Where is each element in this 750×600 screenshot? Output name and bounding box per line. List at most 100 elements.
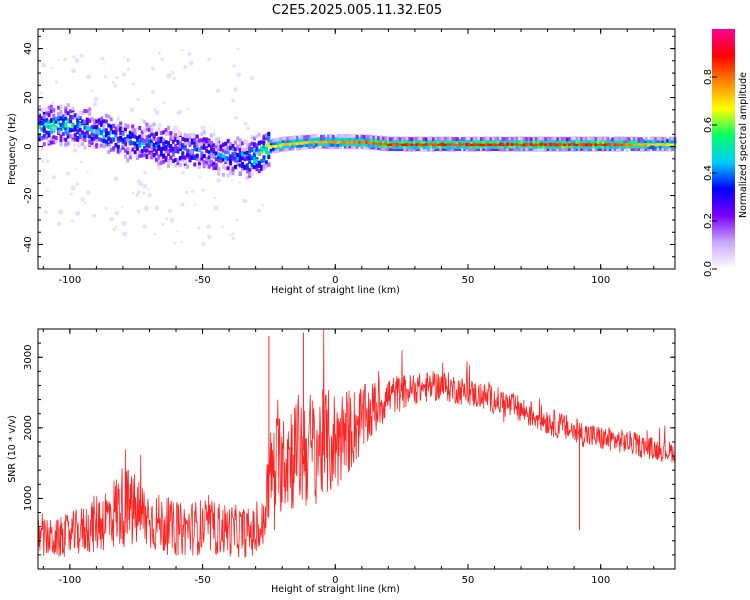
heatmap-cell [171, 152, 175, 157]
heatmap-cell [331, 142, 335, 147]
heatmap-cell [468, 136, 471, 141]
heatmap-cell [104, 133, 108, 138]
heatmap-cell [116, 116, 120, 121]
heatmap-cell [109, 137, 113, 142]
heatmap-cell [147, 127, 151, 132]
heatmap-cell [468, 139, 471, 143]
heatmap-cell [243, 157, 247, 162]
x-tick-label: 50 [462, 275, 475, 286]
heatmap-cell [310, 144, 314, 149]
heatmap-cell [248, 153, 252, 158]
heatmap-cell [582, 136, 586, 141]
heatmap-speckle [151, 138, 155, 142]
x-tick-label: 100 [591, 275, 610, 286]
heatmap-cell [92, 118, 96, 123]
heatmap-cell [229, 161, 233, 166]
heatmap-cell [374, 138, 378, 143]
heatmap-cell [157, 139, 161, 144]
heatmap-cell [324, 144, 328, 149]
heatmap-cell [570, 141, 574, 146]
heatmap-speckle [46, 159, 50, 163]
heatmap-cell [157, 127, 161, 132]
heatmap-cell [262, 155, 266, 160]
heatmap-cell [315, 142, 319, 147]
heatmap-cell [386, 139, 390, 144]
heatmap-cell [95, 135, 99, 140]
heatmap-cell [422, 145, 426, 150]
heatmap-speckle [71, 68, 76, 74]
heatmap-cell [255, 143, 259, 148]
heatmap-cell [413, 139, 416, 144]
heatmap-cell [635, 144, 639, 149]
heatmap-speckle [114, 211, 120, 216]
heatmap-cell [155, 131, 158, 136]
heatmap-cell [334, 145, 338, 149]
heatmap-cell [210, 133, 213, 138]
heatmap-cell [241, 156, 244, 161]
heatmap-cell [448, 147, 452, 152]
heatmap-cell [253, 148, 256, 153]
heatmap-cell [582, 142, 586, 147]
heatmap-speckle [52, 175, 56, 180]
heatmap-cell [324, 142, 328, 146]
heatmap-cell [506, 136, 510, 141]
x-tick-label: -100 [58, 575, 81, 586]
heatmap-cell [594, 147, 598, 152]
heatmap-speckle [109, 216, 114, 222]
heatmap-cell [288, 141, 292, 146]
heatmap-speckle [236, 72, 241, 78]
heatmap-cell [69, 134, 73, 138]
heatmap-cell [214, 144, 218, 149]
heatmap-cell [425, 148, 428, 152]
heatmap-speckle [214, 196, 217, 200]
heatmap-cell [116, 136, 120, 141]
heatmap-speckle [46, 188, 49, 192]
heatmap-cell [305, 143, 309, 147]
heatmap-cell [92, 121, 96, 126]
heatmap-cell [327, 136, 330, 141]
heatmap-cell [542, 141, 545, 146]
heatmap-speckle [43, 106, 49, 112]
heatmap-cell [207, 139, 211, 144]
heatmap-cell [384, 136, 388, 141]
heatmap-cell [568, 147, 572, 151]
heatmap-cell [100, 120, 104, 125]
heatmap-speckle [151, 90, 155, 95]
heatmap-cell [107, 123, 111, 128]
heatmap-cell [131, 147, 135, 152]
heatmap-speckle [54, 80, 58, 84]
heatmap-cell [138, 134, 142, 139]
heatmap-cell [138, 143, 142, 148]
heatmap-cell [102, 139, 106, 144]
heatmap-cell [575, 139, 579, 144]
heatmap-cell [176, 158, 180, 163]
heatmap-cell [429, 141, 433, 146]
heatmap-cell [661, 137, 665, 141]
heatmap-cell [281, 139, 285, 143]
heatmap-cell [465, 136, 469, 141]
heatmap-cell [558, 144, 562, 149]
heatmap-cell [224, 166, 228, 171]
heatmap-cell [147, 155, 151, 160]
heatmap-cell [355, 139, 359, 144]
heatmap-cell [599, 144, 603, 149]
heatmap-cell [267, 151, 271, 156]
heatmap-speckle [173, 242, 176, 245]
heatmap-cell [587, 142, 591, 147]
heatmap-cell [585, 142, 588, 147]
heatmap-cell [45, 111, 49, 116]
heatmap-speckle [196, 165, 201, 170]
heatmap-cell [403, 142, 407, 147]
heatmap-cell [57, 118, 61, 123]
heatmap-cell [327, 144, 330, 149]
heatmap-cell [97, 144, 101, 149]
heatmap-cell [88, 139, 92, 144]
heatmap-speckle [135, 154, 139, 158]
heatmap-cell [176, 136, 180, 141]
heatmap-cell [671, 139, 674, 144]
heatmap-cell [479, 137, 483, 142]
heatmap-cell [167, 149, 170, 154]
heatmap-cell [150, 147, 154, 151]
heatmap-cell [630, 136, 634, 141]
heatmap-cell [377, 136, 381, 141]
